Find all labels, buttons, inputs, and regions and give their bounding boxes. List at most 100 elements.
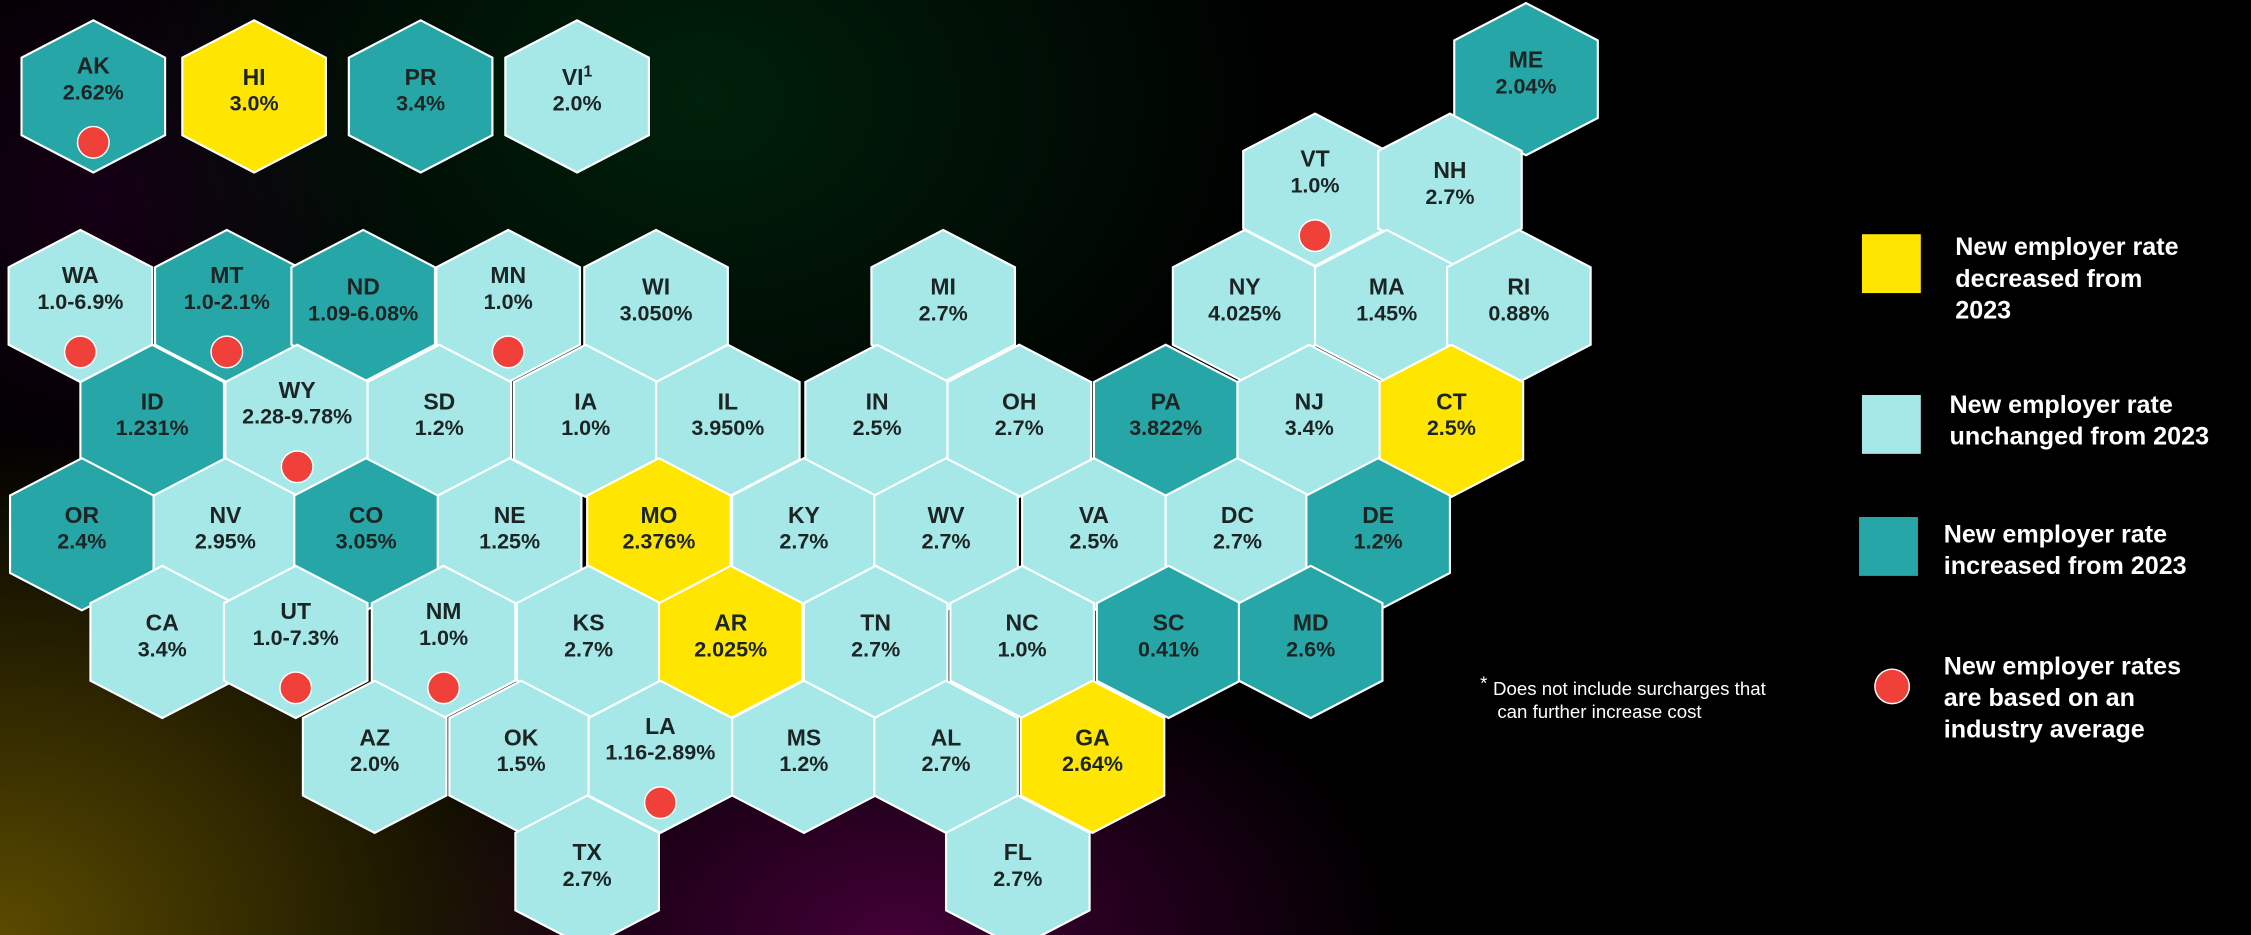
territory: NY4.025% (1171, 228, 1318, 384)
territory: CA3.4% (89, 564, 236, 720)
state-code: WV (928, 502, 966, 528)
territory: ME2.04% (1453, 1, 1599, 157)
state-code-text: IL (718, 388, 738, 414)
territory: VT1.0% (1242, 112, 1388, 268)
territory: UT1.0-7.3% (222, 564, 369, 720)
state-code-text: NC (1006, 609, 1039, 635)
rate: 2.7% (563, 867, 612, 891)
state-code-text: OR (65, 502, 100, 528)
state-code-text: OK (504, 724, 539, 750)
state-code: OH (1002, 388, 1036, 414)
rate: 1.5% (497, 752, 546, 776)
rate: 2.28-9.78% (242, 405, 352, 429)
footnote-text: can further increase cost (1497, 701, 1702, 722)
state-code-text: AZ (359, 724, 390, 750)
territory: WI3.050% (583, 228, 729, 384)
rate: 2.04% (1496, 75, 1557, 99)
rate: 2.7% (922, 752, 971, 776)
rate: 1.0% (998, 637, 1047, 661)
hex (347, 19, 494, 174)
territory: OH2.7% (946, 343, 1093, 499)
rate: 3.4% (1285, 416, 1334, 440)
state-code: DE (1362, 502, 1394, 528)
territory: NC1.0% (949, 564, 1095, 720)
territory: FL2.7% (944, 794, 1091, 935)
legend-text: are based on an (1944, 684, 2135, 712)
industry-average-dot (76, 125, 110, 159)
legend-dot (1874, 668, 1911, 705)
state-code: MT (210, 262, 243, 288)
state-code-text: NH (1433, 157, 1466, 183)
state-code-text: ID (141, 388, 164, 414)
rate: 1.09-6.08% (308, 301, 418, 325)
rate: 1.0% (419, 626, 468, 650)
hex (20, 19, 167, 174)
state-code: NE (494, 502, 526, 528)
hex (301, 679, 448, 835)
state-code-text: SD (423, 388, 455, 414)
legend-item: New employer rate increased from 2023 (1859, 517, 2187, 580)
state-code-text: CA (146, 609, 179, 635)
state-code-text: LA (645, 713, 676, 739)
state-code-text: ND (347, 274, 380, 300)
rate: 2.7% (995, 416, 1044, 440)
territory: KS2.7% (515, 564, 662, 720)
territory: NM1.0% (370, 564, 517, 720)
state-code-text: MI (930, 274, 956, 300)
state-code: ND (347, 274, 380, 300)
state-code: RI (1507, 274, 1530, 300)
legend-item: New employer rate decreased from 2023 (1861, 233, 2179, 324)
hex (944, 794, 1091, 935)
state-code-text: PA (1151, 388, 1181, 414)
state-code-text: NY (1229, 274, 1261, 300)
territory: MD2.6% (1237, 564, 1384, 720)
rate: 3.05% (336, 530, 397, 554)
state-code-text: AK (77, 52, 111, 78)
state-code: KS (573, 609, 605, 635)
state-code-text: AL (931, 724, 962, 750)
territory: MN1.0% (435, 228, 582, 384)
rate: 2.7% (1213, 530, 1262, 554)
rate: 1.231% (116, 416, 189, 440)
state-code-text: MO (640, 502, 677, 528)
industry-average-dot (280, 450, 314, 484)
state-code: MD (1293, 609, 1329, 635)
territory: KY2.7% (731, 456, 877, 612)
state-code: IA (574, 388, 597, 414)
hex (1019, 679, 1166, 835)
state-code: CT (1436, 388, 1467, 414)
territory: MO2.376% (586, 456, 732, 612)
rate: 2.7% (851, 637, 900, 661)
rate: 1.0-6.9% (37, 290, 123, 314)
state-code: LA (645, 713, 676, 739)
legend-text: 2023 (1955, 296, 2011, 324)
rate: 2.5% (1069, 530, 1118, 554)
rate: 2.7% (779, 530, 828, 554)
hex (504, 19, 650, 174)
state-code: CO (349, 502, 383, 528)
territory: PR3.4% (347, 19, 494, 174)
industry-average-dot (1298, 219, 1332, 253)
state-code-text: TX (572, 839, 602, 865)
hex (181, 19, 327, 174)
state-code: AK (77, 52, 111, 78)
state-code-text: NV (209, 502, 242, 528)
state-code: FL (1004, 839, 1032, 865)
rate: 2.0% (553, 92, 602, 116)
state-code-text: NE (494, 502, 526, 528)
rate: 2.64% (1062, 752, 1123, 776)
state-code-text: MS (787, 724, 821, 750)
rate: 1.0-2.1% (184, 290, 270, 314)
territory: WV2.7% (873, 456, 1019, 612)
rate: 2.7% (993, 867, 1042, 891)
legend-text: New employer rate (1950, 391, 2173, 419)
state-code-text: AR (714, 609, 748, 635)
territory: CT2.5% (1378, 343, 1525, 499)
state-code-text: SC (1153, 609, 1185, 635)
rate: 4.025% (1208, 301, 1281, 325)
state-code-text: HI (243, 64, 266, 90)
state-code-text: GA (1075, 724, 1109, 750)
territory: TN2.7% (802, 564, 949, 720)
territory: IA1.0% (512, 343, 659, 499)
